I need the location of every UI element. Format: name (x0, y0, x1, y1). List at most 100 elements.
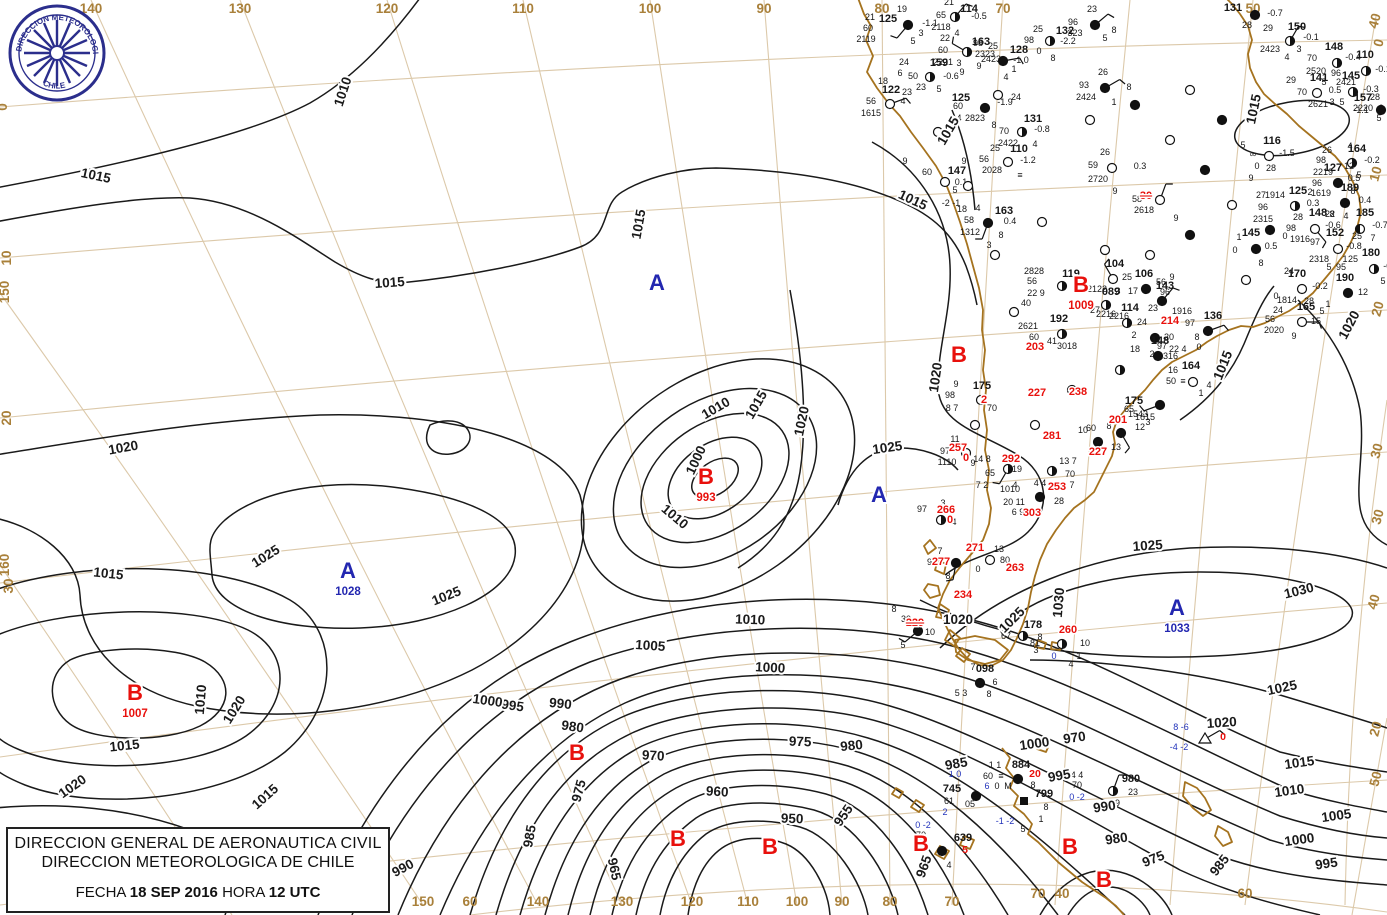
station-circle-icon (1012, 773, 1024, 785)
low-pressure-center: B (949, 340, 969, 369)
station-value: 2618 (1134, 205, 1154, 215)
station-value: 7 (1069, 480, 1074, 490)
low-pressure-center: B (911, 829, 931, 858)
station-value-bold: 110 (1010, 143, 1028, 155)
station-value: 9 (959, 67, 964, 77)
station-value: 23 (1087, 4, 1097, 14)
station-value: 97 (1157, 341, 1167, 351)
pressure-center-value: 1028 (335, 586, 361, 598)
station-value: 3 (1033, 645, 1038, 655)
isobar-value-label: 1015 (80, 165, 113, 186)
station-circle-icon (912, 625, 924, 637)
red-station-number: 214 (1161, 315, 1180, 327)
station-value: 56 (1027, 276, 1037, 286)
station-value: 1619 (1311, 188, 1331, 198)
station-value-bold: 192 (1050, 313, 1068, 325)
station-value: 27 (1256, 190, 1266, 200)
isobar-value-label: 1020 (926, 361, 945, 393)
station-value: 4 (946, 860, 951, 870)
station-plot (1084, 114, 1096, 126)
station-value: 8 (891, 604, 896, 614)
station-circle-icon (1099, 82, 1111, 94)
isobar-value-label: 980 (840, 737, 864, 754)
station-value: 8 -6 (1173, 722, 1189, 732)
wind-barb-tick (1107, 13, 1115, 19)
hora-value: 12 UTC (268, 884, 321, 901)
station-circle-icon (989, 249, 1001, 261)
station-value: 2423 (981, 54, 1001, 64)
station-value-bold: 119 (1062, 268, 1080, 280)
station-circle-icon (1375, 104, 1387, 116)
station-plot: 104 25 2122 3 (1087, 258, 1132, 296)
office-title: DIRECCION METEOROLOGICA DE CHILE (41, 854, 355, 871)
isobar-value-label: 1025 (1132, 537, 1163, 554)
station-value: 5 3 (955, 688, 968, 698)
isobar-value-label: 1015 (742, 388, 770, 422)
station-circle-icon (950, 557, 962, 569)
isobar-1015-ne-loop (1233, 99, 1351, 157)
station-value: 98 (1316, 155, 1326, 165)
station-value-bold: 104 (1106, 258, 1125, 270)
station-circle-icon (960, 447, 972, 459)
station-value: -1 -2 (996, 816, 1015, 826)
station-circle-icon (1066, 384, 1078, 396)
logo-inner-ring (18, 14, 96, 92)
station-plot (1184, 84, 1196, 96)
station-plot (992, 89, 1004, 101)
station-value: 4 (1347, 141, 1352, 151)
station-value: 2219 (1313, 167, 1333, 177)
station-value-bold: 175 (1125, 395, 1143, 407)
station-value-bold: 114 (1121, 302, 1140, 314)
station-value: 18 (1130, 344, 1140, 354)
station-value: 2220 (1353, 103, 1373, 113)
isobar-1020-high-outer (0, 414, 585, 715)
station-value: 4 4 (1034, 478, 1047, 488)
isobar-value-label: 1025 (871, 438, 903, 457)
isobar-value-label: 1015 (629, 208, 649, 241)
pressure-center-letter: A (340, 558, 356, 583)
parallel-line (0, 602, 1387, 758)
station-circle-icon (1296, 283, 1308, 295)
station-value: 2323 (975, 49, 995, 59)
station-value: 5 (1102, 33, 1107, 43)
station-value-bold: 180 (1362, 247, 1380, 259)
isobar-value-label: 960 (706, 783, 729, 799)
low-pressure-center: B 1007 (121, 678, 150, 722)
station-circle-icon (1084, 114, 1096, 126)
station-value: 9 (1112, 186, 1117, 196)
cloud-cover-half-icon (1008, 464, 1013, 474)
isobar-value-label: 990 (548, 695, 572, 712)
station-value: 0.4 (1359, 195, 1372, 205)
station-value: 0.5 (1348, 173, 1361, 183)
station-value: 97 (1185, 318, 1195, 328)
station-circle-icon (1263, 150, 1275, 162)
high-pressure-center: A 1033 (1163, 593, 1192, 637)
station-circle-icon (1149, 332, 1161, 344)
grid-coordinate-label: 20 (1366, 720, 1384, 738)
ship-station-triangle-icon (1197, 731, 1213, 744)
wind-barb-tick (951, 36, 955, 44)
station-value: 25 (1122, 272, 1132, 282)
low-pressure-center: B (760, 832, 780, 861)
isobar-value-label: 970 (642, 747, 665, 763)
station-value: 26 (1100, 147, 1110, 157)
isobar-1010-low-ring-sw (51, 648, 227, 739)
station-plot (969, 419, 981, 431)
cloud-cover-half-icon (955, 12, 960, 22)
isobar-value-label: 995 (500, 697, 525, 715)
station-value: 1615 (861, 108, 881, 118)
station-value: 0.5 (1329, 85, 1342, 95)
grid-coordinate-label: 10 (1366, 165, 1384, 183)
station-circle-icon (1199, 164, 1211, 176)
station-value: 59 (1088, 160, 1098, 170)
grid-coordinate-label: 20 (0, 410, 14, 425)
